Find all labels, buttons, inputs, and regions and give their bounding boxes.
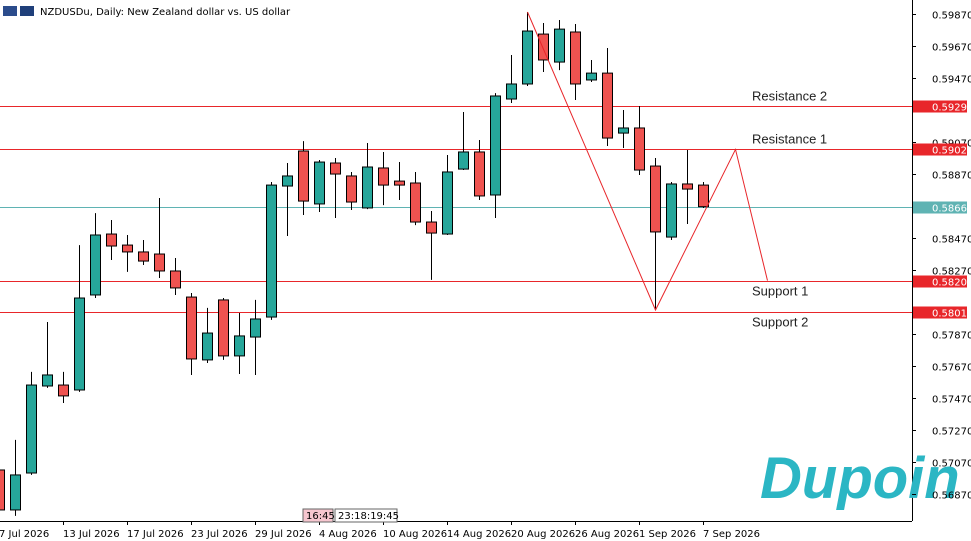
brand-logo: Dupoin: [760, 446, 960, 511]
candle-body: [170, 270, 181, 289]
level-price-label: 0.59293: [932, 103, 971, 114]
level-price-box: [913, 275, 967, 288]
y-tick-label: 0.57270: [932, 427, 971, 438]
candle-body: [490, 95, 501, 196]
candle-body: [218, 299, 229, 357]
candle-body: [250, 318, 261, 338]
candle-body: [586, 72, 597, 81]
x-tick-label: 14 Aug 2026: [447, 529, 511, 540]
candle-body: [474, 151, 485, 197]
x-tick-label: 4 Aug 2026: [319, 529, 377, 540]
candle-body: [666, 183, 677, 238]
candle-body: [58, 384, 69, 397]
x-tick-label: 7 Jul 2026: [0, 529, 49, 540]
x-tick-label: 1 Sep 2026: [639, 529, 696, 540]
candle-body: [138, 251, 149, 262]
y-tick-label: 0.58870: [932, 171, 971, 182]
level-price-label: 0.58010: [932, 309, 971, 320]
candle-body: [682, 183, 693, 190]
candle-body: [26, 384, 37, 474]
candle-body: [346, 175, 357, 203]
y-tick-label: 0.56870: [932, 491, 971, 502]
level-name: Support 2: [752, 315, 808, 330]
candle-body: [74, 297, 85, 391]
y-tick-label: 0.59470: [932, 75, 971, 86]
level-name: Support 1: [752, 284, 808, 299]
candle-body: [698, 184, 709, 208]
x-tick-label: 13 Jul 2026: [63, 529, 120, 540]
y-tick-label: 0.57870: [932, 331, 971, 342]
x-tick-label: 20 Aug 2026: [511, 529, 575, 540]
plot-area: [0, 11, 912, 516]
candle-body: [314, 161, 325, 205]
candle-body: [554, 28, 565, 63]
candle-body: [90, 234, 101, 296]
candle-body: [618, 127, 629, 134]
candle-body: [10, 474, 21, 511]
time-label: 16:45: [306, 511, 335, 522]
x-tick-label: 7 Sep 2026: [703, 529, 760, 540]
projection-line: [527, 11, 768, 312]
candle-body: [378, 167, 389, 186]
candle-body: [282, 175, 293, 187]
flag-icon: [3, 6, 17, 16]
time-box-bg: [334, 508, 398, 523]
level-price-label: 0.59024: [932, 146, 971, 157]
candle-body: [234, 335, 245, 357]
candle-body: [410, 182, 421, 223]
y-tick-label: 0.57070: [932, 459, 971, 470]
x-tick-label: 29 Jul 2026: [255, 529, 312, 540]
chart-title: NZDUSDu, Daily: New Zealand dollar vs. U…: [40, 7, 291, 18]
level-price-label: 0.58204: [932, 278, 971, 289]
candle-body: [362, 166, 373, 209]
candle-body: [442, 171, 453, 235]
candle-body: [122, 244, 133, 253]
candle-body: [650, 165, 661, 233]
time-label: 23:18:19:45: [338, 511, 399, 522]
x-tick-label: 17 Jul 2026: [127, 529, 184, 540]
candle-body: [394, 180, 405, 186]
x-tick-label: 26 Aug 2026: [575, 529, 639, 540]
x-tick-label: 23 Jul 2026: [191, 529, 248, 540]
candle-body: [426, 221, 437, 234]
candle-body: [570, 31, 581, 85]
time-box: 23:18:19:45: [334, 508, 399, 523]
candle-body: [0, 469, 5, 511]
candle-body: [106, 233, 117, 247]
candle-body: [202, 332, 213, 361]
candle-body: [538, 33, 549, 61]
candle-body: [266, 184, 277, 318]
y-tick-label: 0.59870: [932, 11, 971, 22]
candle-body: [186, 296, 197, 360]
candle-body: [42, 374, 53, 387]
y-tick-label: 0.57670: [932, 363, 971, 374]
candle-body: [634, 127, 645, 171]
level-price-box: [913, 306, 967, 319]
candle-body: [522, 30, 533, 85]
level-name: Resistance 1: [752, 132, 827, 147]
candle-body: [506, 83, 517, 100]
candle-body: [154, 253, 165, 272]
y-tick-label: 0.57470: [932, 395, 971, 406]
candle-body: [458, 151, 469, 170]
candle-body: [330, 162, 341, 175]
level-price-box: [913, 100, 967, 113]
y-tick-label: 0.58270: [932, 267, 971, 278]
candle-body: [298, 150, 309, 202]
level-price-box: [913, 201, 967, 214]
flag-icon: [20, 6, 34, 16]
y-tick-label: 0.58470: [932, 235, 971, 246]
time-box-bg: [302, 508, 334, 523]
y-tick-label: 0.59670: [932, 43, 971, 54]
level-price-box: [913, 143, 967, 156]
level-name: Resistance 2: [752, 89, 827, 104]
candle-body: [602, 72, 613, 139]
level-price-label: 0.58666: [932, 204, 971, 215]
time-box: 16:45: [302, 508, 335, 523]
x-tick-label: 10 Aug 2026: [383, 529, 447, 540]
